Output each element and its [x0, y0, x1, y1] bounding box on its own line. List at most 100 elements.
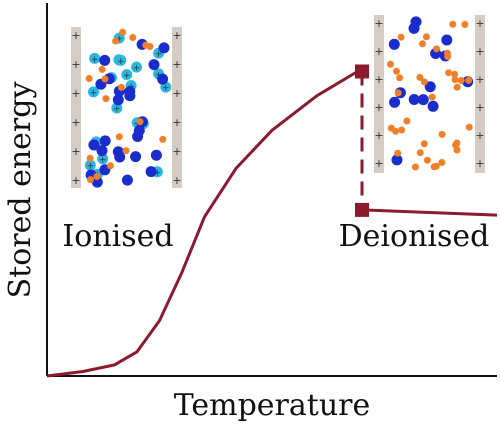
- electron-particle: [451, 70, 459, 78]
- ion-charge-sign: +: [90, 88, 98, 98]
- ionised-left-electrode: [71, 27, 81, 188]
- plus-sign: +: [374, 45, 383, 58]
- plus-sign: +: [71, 58, 80, 71]
- electron-particle: [112, 37, 120, 45]
- electron-particle: [433, 45, 441, 53]
- plus-sign: +: [71, 87, 80, 100]
- electron-particle: [465, 123, 473, 131]
- electron-particle: [422, 33, 430, 41]
- atom-particle: [112, 94, 124, 106]
- atom-particle: [88, 139, 100, 151]
- electron-particle: [85, 75, 93, 82]
- electron-particle: [159, 135, 167, 143]
- ion-charge-sign: +: [123, 71, 131, 81]
- atom-particle: [148, 59, 160, 71]
- ion-charge-sign: +: [87, 162, 95, 172]
- plus-sign: +: [374, 73, 383, 86]
- electron-particle: [420, 78, 428, 86]
- electron-particle: [444, 49, 451, 57]
- electron-particle: [465, 76, 473, 84]
- atom-particle: [391, 154, 403, 166]
- atom-particle: [424, 81, 436, 93]
- ionised-right-electrode: [172, 27, 182, 188]
- electron-particle: [403, 117, 411, 125]
- ion-charge-sign: +: [117, 57, 125, 67]
- electron-particle: [87, 176, 94, 184]
- electron-particle: [428, 93, 436, 101]
- plus-sign: +: [475, 45, 484, 58]
- electron-particle: [102, 95, 110, 103]
- electron-particle: [461, 21, 469, 28]
- deionised-right-electrode: [475, 15, 485, 173]
- plus-sign: +: [71, 116, 80, 129]
- plus-sign: +: [172, 87, 181, 100]
- plus-sign: +: [172, 174, 181, 187]
- series-layer: [46, 64, 498, 378]
- electron-particle: [122, 147, 130, 155]
- ionised-left-plus-signs: + + + + + +: [71, 29, 80, 187]
- ionised-right-plus-signs: + + + + + +: [172, 29, 181, 187]
- electron-particle: [106, 162, 114, 170]
- ion-particle: [84, 159, 96, 171]
- electron-particle: [86, 154, 94, 162]
- atom-particle: [150, 149, 162, 161]
- electron-particle: [117, 83, 125, 91]
- series-line-1: [46, 70, 362, 378]
- electron-particle: [432, 162, 440, 170]
- ion-charge-sign: +: [133, 119, 141, 129]
- electron-particle: [93, 173, 101, 180]
- ion-particle: [115, 54, 127, 66]
- electron-particle: [438, 159, 446, 166]
- atom-particle: [133, 125, 145, 136]
- ion-charge-sign: +: [91, 55, 99, 65]
- electron-particle: [392, 127, 400, 135]
- plus-sign: +: [475, 157, 484, 170]
- atom-particle: [145, 166, 157, 178]
- electron-particle: [398, 126, 406, 134]
- ionised-inset: ++++++ ++++++ ++++++++++++++++++++: [71, 27, 182, 188]
- ion-particle: [121, 69, 133, 81]
- atom-particle: [114, 151, 126, 163]
- atom-particle: [124, 90, 136, 102]
- atom-particle: [158, 42, 170, 54]
- atom-particle: [389, 96, 401, 108]
- electron-particle: [387, 60, 394, 68]
- plus-sign: +: [475, 17, 484, 30]
- ion-particle: [111, 102, 123, 114]
- electron-particle: [451, 76, 459, 84]
- plus-sign: +: [475, 101, 484, 114]
- electron-particle: [397, 33, 405, 41]
- ion-charge-sign: +: [155, 70, 163, 80]
- series-line-3: [361, 208, 498, 217]
- electron-particle: [101, 75, 109, 83]
- ion-charge-sign: +: [115, 35, 123, 45]
- electron-particle: [129, 34, 137, 41]
- plus-sign: +: [374, 17, 383, 30]
- atom-particle: [408, 94, 420, 105]
- electron-particle: [115, 133, 123, 141]
- electron-particle: [453, 146, 461, 154]
- electron-particle: [453, 83, 461, 91]
- square-marker-2: [355, 202, 369, 217]
- atom-particle: [408, 22, 420, 34]
- plus-sign: +: [71, 145, 80, 158]
- deionised-right-plus-signs: + + + + + +: [475, 17, 484, 170]
- atom-particle: [121, 174, 133, 186]
- electron-particle: [98, 65, 106, 73]
- deionised-inset: + + + + + + + + + + + +: [374, 15, 485, 173]
- atom-particle: [417, 94, 429, 106]
- plus-sign: +: [374, 157, 383, 170]
- ionised-particles: ++++++++++++++++++++: [84, 28, 172, 188]
- square-marker-1: [355, 64, 369, 79]
- plus-sign: +: [172, 145, 181, 158]
- atom-particle: [96, 145, 108, 157]
- plus-sign: +: [71, 174, 80, 187]
- atom-particle: [130, 151, 142, 163]
- electron-particle: [416, 73, 424, 81]
- ion-charge-sign: +: [154, 168, 162, 178]
- plus-sign: +: [374, 101, 383, 114]
- ion-particle: [131, 61, 142, 73]
- plus-sign: +: [475, 129, 484, 142]
- electron-particle: [457, 77, 465, 84]
- ion-charge-sign: +: [162, 84, 170, 94]
